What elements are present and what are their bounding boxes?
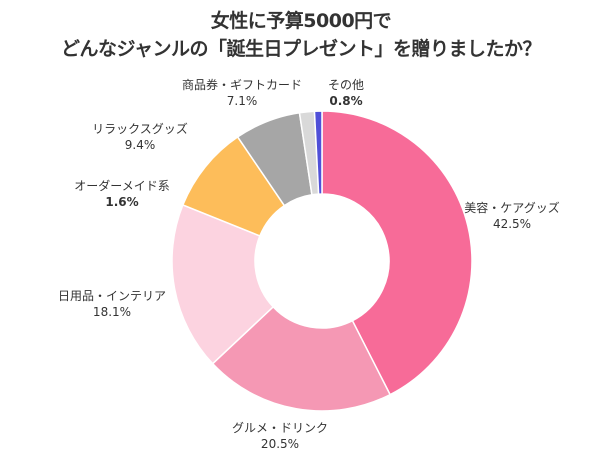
slice-label-gourmet: グルメ・ドリンク 20.5% (231, 421, 329, 451)
slice-label-relax: リラックスグッズ 9.4% (92, 122, 188, 152)
chart-title-line-2: どんなジャンルの「誕生日プレゼント」を贈りましたか？ (60, 38, 542, 60)
slice-label-custom-made: オーダーメイド系 1.6% (74, 179, 170, 209)
slice-label-gift-card: 商品券・ギフトカード 7.1% (181, 78, 303, 108)
donut-slice-6 (313, 110, 323, 195)
donut-slice-2 (171, 203, 275, 365)
slice-label-daily-goods: 日用品・インテリア 18.1% (57, 289, 167, 319)
slice-label-beauty: 美容・ケアグッズ 42.5% (464, 201, 560, 231)
slice-label-other: その他 0.8% (327, 78, 365, 108)
donut-slice-1 (211, 305, 392, 412)
chart-title-line-1: 女性に予算5000円で (210, 10, 392, 32)
donut-slice-0 (321, 110, 473, 396)
